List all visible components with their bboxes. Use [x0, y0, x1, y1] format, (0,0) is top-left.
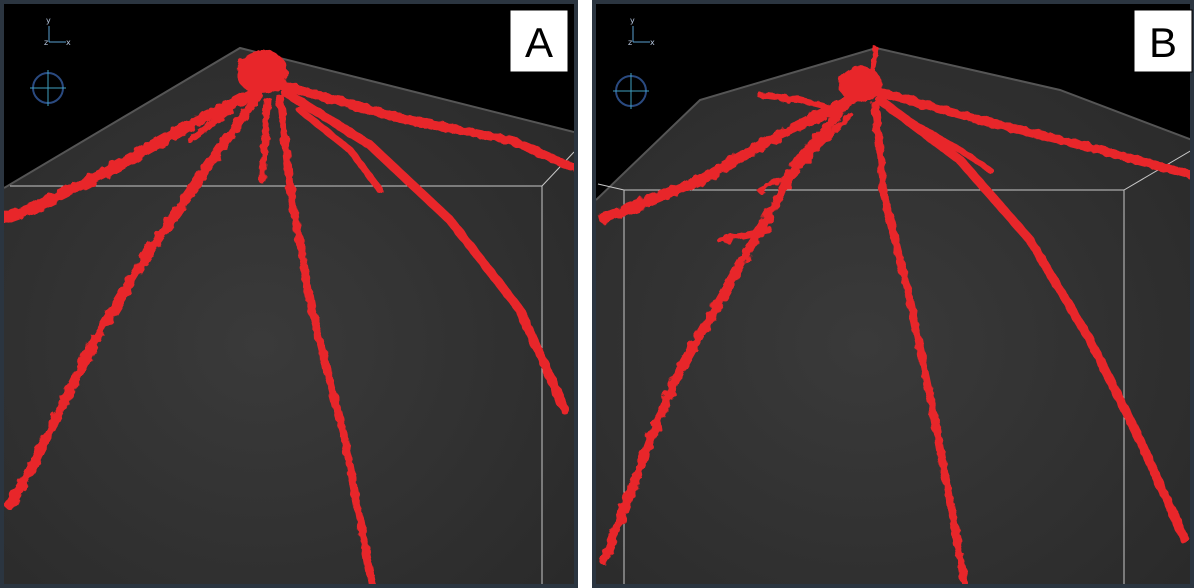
figure: y z x A: [0, 0, 1194, 588]
panel-label: B: [1149, 19, 1177, 66]
axis-label: x: [650, 38, 655, 47]
volume: [596, 48, 1192, 586]
axis-label: y: [630, 16, 635, 25]
axis-label: y: [46, 16, 51, 25]
axis-label: z: [628, 38, 632, 47]
axis-label: z: [44, 38, 48, 47]
panel-b: y z x B: [594, 2, 1192, 586]
panel-label: A: [525, 19, 553, 66]
panel-a: y z x A: [2, 2, 576, 586]
axis-label: x: [66, 38, 71, 47]
